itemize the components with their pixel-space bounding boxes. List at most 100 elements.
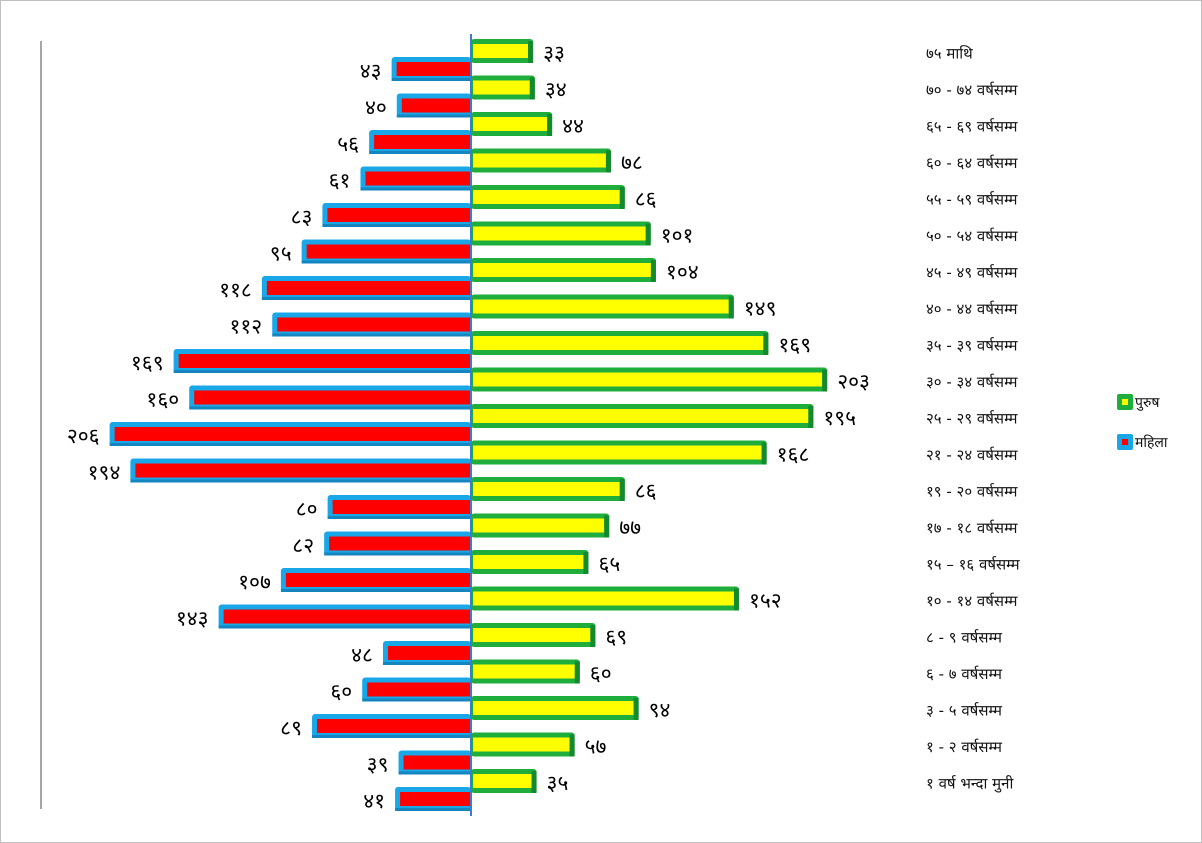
category-label: ३० - ३४ वर्षसम्म: [926, 373, 1019, 391]
male-value-label: ७८: [621, 151, 643, 175]
male-bar: [471, 696, 639, 720]
female-bar: [395, 787, 471, 811]
female-value-label: ४३: [360, 59, 382, 83]
female-value-label: १०७: [238, 570, 271, 594]
male-value-label: ३५: [547, 771, 569, 795]
category-label: ५० - ५४ वर्षसम्म: [926, 227, 1019, 245]
category-label: ५५ - ५९ वर्षसम्म: [926, 191, 1019, 209]
female-value-label: १४३: [176, 607, 209, 631]
male-bar: [471, 440, 767, 465]
male-bar: [471, 477, 625, 501]
female-bar: [362, 677, 471, 702]
female-bar: [280, 568, 471, 592]
category-label: ४५ - ४९ वर्षसम्म: [926, 264, 1019, 282]
male-value-label: ७७: [619, 516, 641, 540]
male-value-label: ६०: [590, 662, 612, 686]
female-bar: [312, 714, 471, 738]
legend-label: महिला: [1135, 434, 1168, 451]
male-bar: [471, 258, 656, 282]
female-bar: [322, 203, 471, 227]
category-label: १५ – १६ वर्षसम्म: [926, 556, 1021, 574]
category-label: ४० - ४४ वर्षसम्म: [926, 300, 1019, 318]
male-bar: [471, 550, 589, 574]
female-bar: [130, 458, 471, 483]
legend-item-male: पुरुष: [1117, 394, 1160, 411]
female-bar: [261, 276, 471, 300]
male-value-label: ६९: [605, 625, 627, 649]
category-label: २५ - २९ वर्षसम्म: [926, 410, 1019, 428]
male-value-label: ३४: [545, 78, 567, 102]
male-bar: [471, 75, 535, 100]
category-label: १ वर्ष भन्दा मुनी: [926, 775, 1014, 794]
male-value-label: १५२: [749, 589, 782, 613]
male-bar: [471, 39, 534, 63]
female-bar: [324, 531, 471, 556]
female-bar: [360, 166, 471, 191]
male-bar: [471, 331, 769, 355]
female-value-label: ११८: [219, 278, 252, 302]
male-bar: [471, 513, 610, 538]
female-bar: [396, 93, 471, 118]
female-value-label: ६०: [330, 680, 352, 704]
male-bar: [471, 732, 575, 757]
category-label: ३५ - ३९ वर्षसम्म: [926, 337, 1019, 355]
category-label: १७ - १८ वर्षसम्म: [926, 519, 1019, 537]
category-label: ८ - ९ वर्षसम्म: [926, 629, 1003, 647]
female-value-label: ११२: [229, 315, 262, 339]
legend-label: पुरुष: [1135, 395, 1160, 411]
male-value-label: १०१: [661, 224, 694, 248]
category-label: ७५ माथि: [926, 45, 973, 63]
category-label: १ - २ वर्षसम्म: [926, 738, 1003, 756]
female-value-label: ८३: [291, 205, 313, 229]
male-value-label: ५७: [585, 735, 607, 759]
male-bar: [471, 586, 739, 611]
category-labels: ७५ माथि ७० - ७४ वर्षसम्म ६५ - ६९ वर्षसम्म ६…: [926, 45, 1021, 794]
male-series: [471, 39, 828, 793]
female-value-label: ५६: [337, 132, 359, 156]
male-value-label: १०४: [666, 260, 699, 284]
female-series: [109, 57, 472, 811]
male-bar: [471, 112, 553, 136]
female-bar: [369, 130, 471, 154]
male-value-label: ८६: [635, 479, 657, 503]
legend-item-female: महिला: [1117, 434, 1168, 451]
male-value-label: ४४: [562, 114, 584, 138]
male-value-label: १४९: [744, 297, 777, 321]
category-label: ७० - ७४ वर्षसम्म: [926, 81, 1019, 99]
male-bar: [471, 294, 734, 319]
male-value-label: १६८: [777, 443, 810, 467]
male-bar: [471, 367, 828, 392]
male-value-label: १६९: [778, 333, 811, 357]
female-value-label: २०६: [67, 424, 100, 448]
male-value-label: ६५: [598, 552, 620, 576]
male-bar: [471, 659, 580, 684]
male-value-label: १९५: [823, 406, 856, 430]
female-value-label: ९५: [270, 242, 292, 266]
category-label: १९ - २० वर्षसम्म: [926, 483, 1019, 501]
female-value-label: ३९: [367, 753, 389, 777]
male-bar: [471, 769, 537, 793]
category-label: ३ - ५ वर्षसम्म: [926, 702, 1003, 720]
value-labels: ४३३३४०३४५६४४६१७८८३८६९५१०१११८१०४११२१४९१६९…: [67, 41, 870, 813]
female-bar: [327, 495, 471, 519]
female-value-label: ८०: [296, 497, 318, 521]
male-value-label: ८६: [635, 187, 657, 211]
female-bar: [173, 349, 471, 373]
male-bar: [471, 185, 625, 209]
category-label: ६५ - ६९ वर्षसम्म: [926, 118, 1019, 136]
female-value-label: ४८: [351, 643, 373, 667]
female-bar: [272, 312, 471, 337]
female-value-label: ४०: [365, 96, 387, 120]
category-label: १० - १४ वर्षसम्म: [926, 592, 1019, 610]
male-value-label: २०३: [837, 370, 870, 394]
category-label: ६ - ७ वर्षसम्म: [926, 665, 1003, 683]
legend: पुरुष महिला: [1117, 394, 1168, 451]
male-bar: [471, 221, 651, 246]
category-label: ६० - ६४ वर्षसम्म: [926, 154, 1019, 172]
female-value-label: १९४: [88, 461, 121, 485]
male-bar: [471, 404, 814, 428]
female-value-label: १६९: [131, 351, 164, 375]
female-value-label: १६०: [146, 388, 179, 412]
